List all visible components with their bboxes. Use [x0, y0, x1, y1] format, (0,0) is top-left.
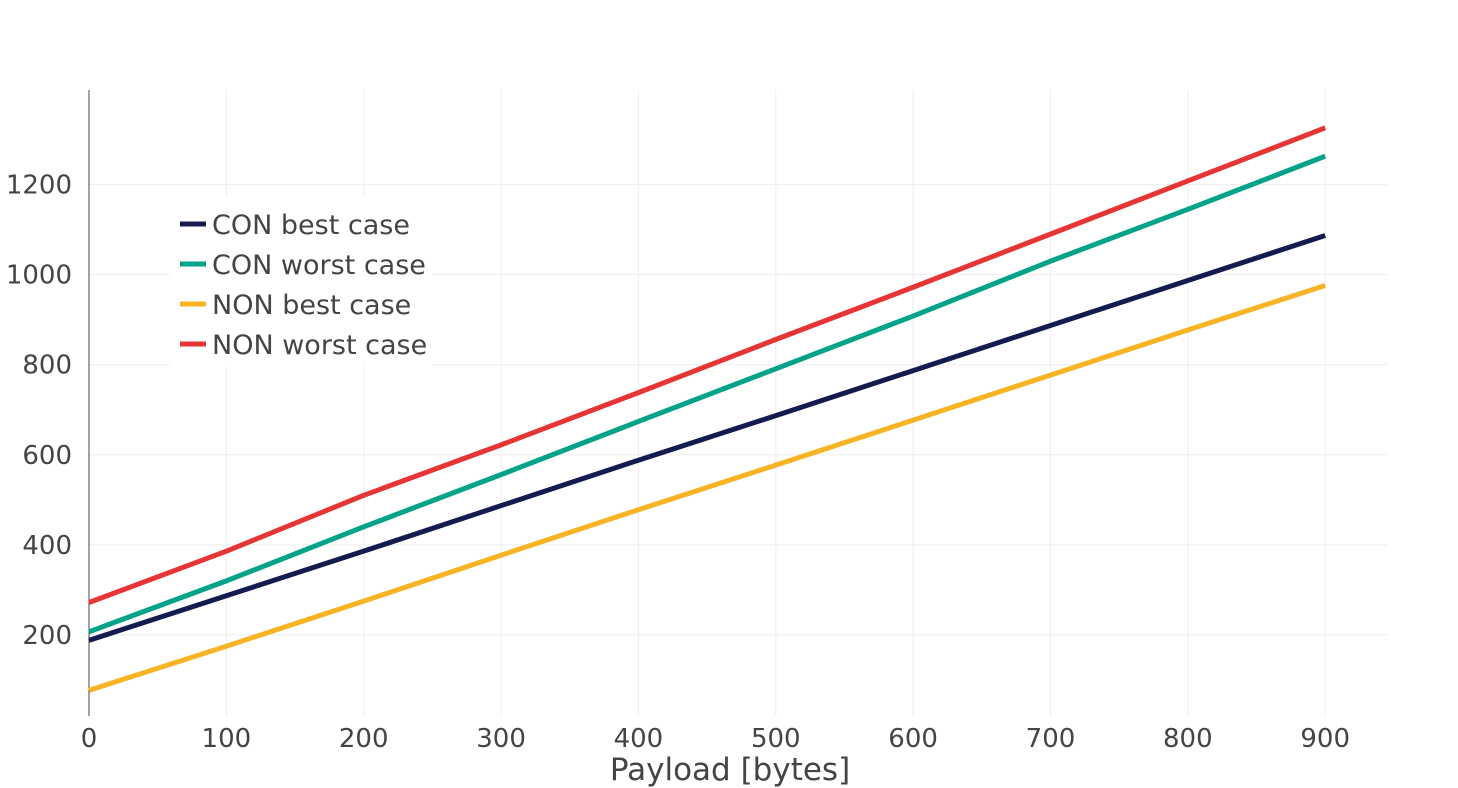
x-tick-label: 0: [81, 724, 98, 754]
y-tick-label: 800: [22, 351, 72, 381]
series-line-con-best-case: [88, 233, 1326, 643]
legend-label: CON best case: [212, 210, 410, 241]
y-tick-label: 600: [22, 441, 72, 471]
x-tick-label: 500: [751, 724, 801, 754]
x-tick-labels: 0 100 200 300 400 500 600 700 800 900: [81, 724, 1350, 754]
grid: [88, 90, 1387, 716]
y-tick-labels: 200 400 600 800 1000 1200: [6, 171, 72, 651]
x-tick-label: 900: [1300, 724, 1350, 754]
y-tick-label: 400: [22, 531, 72, 561]
legend-label: CON worst case: [212, 250, 426, 281]
x-tick-label: 400: [614, 724, 664, 754]
series-lines: [88, 125, 1327, 693]
legend-item-con-best-case: CON best case: [180, 210, 410, 241]
x-tick-label: 800: [1163, 724, 1213, 754]
series-line-con-worst-case: [88, 153, 1327, 635]
y-tick-label: 200: [22, 621, 72, 651]
x-tick-label: 700: [1026, 724, 1076, 754]
x-tick-label: 100: [202, 724, 252, 754]
series-line-non-best-case: [88, 283, 1326, 693]
x-axis-title: Payload [bytes]: [610, 752, 850, 788]
legend-item-non-best-case: NON best case: [180, 290, 411, 321]
x-tick-label: 600: [888, 724, 938, 754]
legend-item-non-worst-case: NON worst case: [180, 330, 427, 361]
legend: CON best case CON worst case NON best case…: [170, 196, 432, 366]
x-tick-label: 300: [476, 724, 526, 754]
legend-label: NON best case: [212, 290, 411, 321]
y-tick-label: 1200: [6, 171, 72, 201]
x-tick-label: 200: [339, 724, 389, 754]
y-tick-label: 1000: [6, 261, 72, 291]
legend-item-con-worst-case: CON worst case: [180, 250, 426, 281]
series-line-non-worst-case: [88, 125, 1327, 605]
legend-background: [170, 196, 432, 366]
legend-label: NON worst case: [212, 330, 427, 361]
